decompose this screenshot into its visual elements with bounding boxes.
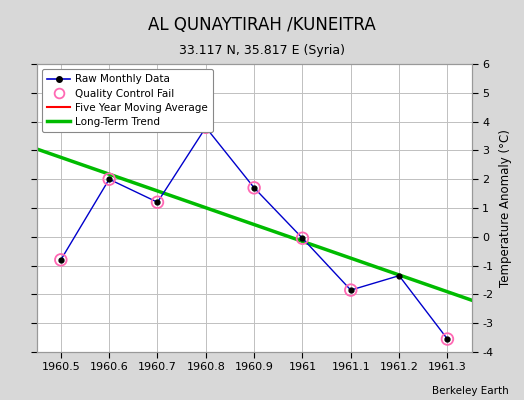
Point — [57, 257, 65, 263]
Point — [250, 185, 258, 191]
Text: Berkeley Earth: Berkeley Earth — [432, 386, 508, 396]
Point — [154, 199, 162, 206]
Text: AL QUNAYTIRAH /KUNEITRA: AL QUNAYTIRAH /KUNEITRA — [148, 16, 376, 34]
Legend: Raw Monthly Data, Quality Control Fail, Five Year Moving Average, Long-Term Tren: Raw Monthly Data, Quality Control Fail, … — [42, 69, 213, 132]
Point — [105, 176, 113, 182]
Point — [346, 287, 355, 293]
Point — [202, 124, 210, 130]
Point — [443, 336, 452, 342]
Text: 33.117 N, 35.817 E (Syria): 33.117 N, 35.817 E (Syria) — [179, 44, 345, 57]
Point — [298, 235, 307, 242]
Y-axis label: Temperature Anomaly (°C): Temperature Anomaly (°C) — [499, 129, 512, 287]
